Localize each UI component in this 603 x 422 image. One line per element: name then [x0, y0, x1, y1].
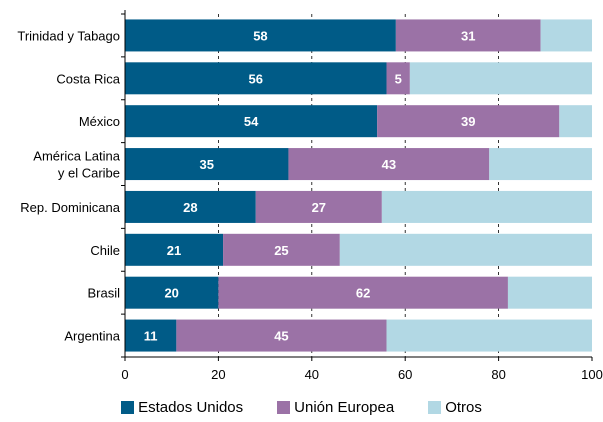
category-label: México [79, 114, 120, 129]
category-label: Rep. Dominicana [20, 200, 120, 215]
bar-segment [125, 19, 396, 52]
bar-segment [288, 148, 490, 181]
legend-label: Estados Unidos [138, 399, 244, 416]
data-label: 43 [382, 157, 396, 172]
bar-segment [125, 62, 387, 95]
category-label: Argentina [64, 329, 120, 344]
category-label: Costa Rica [56, 71, 120, 86]
bar-segment [540, 19, 592, 52]
category-label: Chile [90, 243, 120, 258]
x-tick-label: 60 [398, 367, 412, 382]
bar-segment [125, 190, 256, 223]
data-label: 35 [199, 157, 213, 172]
data-label: 20 [164, 286, 178, 301]
bar-segment [381, 190, 592, 223]
data-label: 54 [244, 114, 259, 129]
data-label: 21 [167, 243, 181, 258]
data-label: 28 [183, 200, 197, 215]
bar-segment [125, 319, 177, 352]
bar-segment [176, 319, 387, 352]
legend-item: Unión Europea [277, 398, 394, 417]
bar-segment [125, 148, 289, 181]
bar-segment [507, 276, 592, 309]
legend: Estados Unidos Unión Europea Otros [0, 398, 603, 417]
bar-segment [559, 105, 592, 138]
data-label: 56 [249, 71, 263, 86]
data-label: 58 [253, 28, 267, 43]
bar-segment [377, 105, 560, 138]
x-tick-label: 100 [581, 367, 603, 382]
data-label: 5 [395, 71, 402, 86]
data-label: 27 [312, 200, 326, 215]
category-label: Trinidad y Tabago [17, 28, 120, 43]
data-label: 31 [461, 28, 475, 43]
bar-segment [386, 319, 592, 352]
bar-segment [125, 233, 224, 266]
x-tick-label: 80 [491, 367, 505, 382]
data-label: 39 [461, 114, 475, 129]
bar-segment [395, 19, 541, 52]
category-label: Brasil [87, 286, 120, 301]
legend-item: Estados Unidos [121, 398, 243, 417]
data-label: 25 [274, 243, 288, 258]
bar-segment [409, 62, 592, 95]
x-tick-label: 40 [305, 367, 319, 382]
data-label: 11 [144, 329, 158, 344]
data-label: 62 [356, 286, 370, 301]
legend-swatch [277, 401, 291, 414]
bar-segment [125, 105, 378, 138]
category-label: América Latina y el Caribe [33, 149, 120, 181]
bar-segment [125, 276, 219, 309]
bar-segment [255, 190, 382, 223]
x-tick-label: 0 [121, 367, 128, 382]
x-tick-label: 20 [211, 367, 225, 382]
bar-segment [218, 276, 508, 309]
bar-segment [223, 233, 340, 266]
bar-segment [339, 233, 592, 266]
legend-swatch [428, 401, 442, 414]
bar-segment [386, 62, 410, 95]
legend-swatch [121, 401, 135, 414]
legend-label: Otros [445, 399, 482, 416]
legend-label: Unión Europea [294, 399, 395, 416]
data-label: 45 [274, 329, 288, 344]
bar-segment [489, 148, 592, 181]
legend-item: Otros [428, 398, 482, 417]
